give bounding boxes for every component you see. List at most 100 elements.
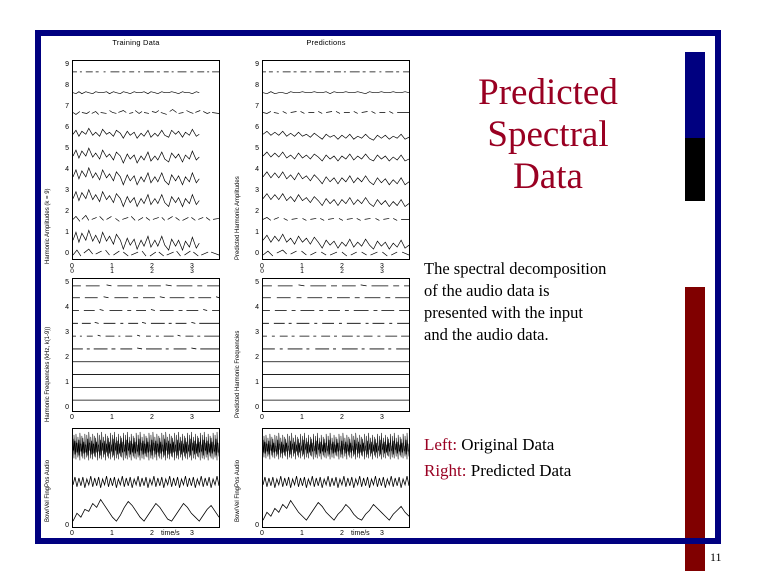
- xtick-audio-right-3: 3: [380, 530, 384, 537]
- ytick-amp-right-5: 5: [255, 145, 259, 152]
- xtick-audio-left-1: 1: [110, 530, 114, 537]
- ytick-amp-right-9: 9: [255, 61, 259, 68]
- ytick-freq-right-3: 3: [255, 329, 259, 336]
- body-line-1: The spectral decomposition: [424, 259, 607, 278]
- ytick-amp-right-6: 6: [255, 124, 259, 131]
- ytick-audio-left-0: 0: [65, 522, 69, 529]
- ytick-freq-right-4: 4: [255, 304, 259, 311]
- ylabel-predicted-harmonic-amplitudes: Predicted Harmonic Amplitudes: [235, 176, 241, 260]
- xtick-amp-left-3: 3: [190, 263, 194, 270]
- figure-legend: Left: Original Data Right: Predicted Dat…: [424, 432, 682, 485]
- ytick-freq-right-2: 2: [255, 354, 259, 361]
- body-line-3: presented with the input: [424, 303, 584, 323]
- ytick-freq-left-4: 4: [65, 304, 69, 311]
- xtick-freqtop-right-1: 1: [300, 268, 304, 275]
- xtick-freqtop-right-3: 3: [380, 268, 384, 275]
- axes-harmonic-amplitudes-training: [72, 60, 220, 260]
- xtick-freq-left-2: 2: [150, 414, 154, 421]
- axes-harmonic-frequencies-predicted: [262, 278, 410, 412]
- xtick-audio-right-0: 0: [260, 530, 264, 537]
- ytick-amp-left-8: 8: [65, 82, 69, 89]
- xtick-amp-left-2: 2: [150, 263, 154, 270]
- xtick-audio-left-3: 3: [190, 530, 194, 537]
- xtick-freqtop-right-0: 0: [260, 268, 264, 275]
- ytick-amp-left-7: 7: [65, 103, 69, 110]
- xtick-audio-right-2: 2: [340, 530, 344, 537]
- xtick-freqtop-right-2: 2: [340, 268, 344, 275]
- xtick-freq-right-2: 2: [340, 414, 344, 421]
- legend-value-left: Original Data: [461, 435, 555, 454]
- xtick-amp-right-2: 2: [340, 263, 344, 270]
- ytick-amp-right-8: 8: [255, 82, 259, 89]
- ytick-amp-right-4: 4: [255, 166, 259, 173]
- xtick-freqtop-left-3: 3: [190, 268, 194, 275]
- ytick-amp-right-1: 1: [255, 229, 259, 236]
- slide-title-line-3: Data: [513, 156, 583, 198]
- ytick-amp-left-1: 1: [65, 229, 69, 236]
- xtick-audio-left-0: 0: [70, 530, 74, 537]
- legend-key-right: Right:: [424, 461, 467, 481]
- legend-row-right: Right: Predicted Data: [424, 458, 682, 484]
- xtick-freq-left-0: 0: [70, 414, 74, 421]
- xtick-freqtop-left-2: 2: [150, 268, 154, 275]
- ylabel-predicted-harmonic-frequencies: Predicted Harmonic Frequencies: [235, 330, 241, 418]
- xtick-amp-right-1: 1: [300, 263, 304, 270]
- ytick-amp-left-2: 2: [65, 208, 69, 215]
- xtick-freq-left-3: 3: [190, 414, 194, 421]
- ytick-amp-left-3: 3: [65, 187, 69, 194]
- ytick-freq-left-1: 1: [65, 379, 69, 386]
- ylabel-bow-fingpos-audio: Bow/Vel FingPos Audio: [45, 459, 51, 522]
- axes-harmonic-frequencies-training: [72, 278, 220, 412]
- ytick-amp-left-4: 4: [65, 166, 69, 173]
- ytick-freq-right-5: 5: [255, 279, 259, 286]
- legend-row-left: Left: Original Data: [424, 432, 682, 458]
- xtick-freq-right-3: 3: [380, 414, 384, 421]
- ytick-freq-right-1: 1: [255, 379, 259, 386]
- xtick-amp-left-1: 1: [110, 263, 114, 270]
- figure-column-predictions: Predictions Predicted Harmonic Amplitude…: [231, 36, 421, 538]
- ytick-amp-left-5: 5: [65, 145, 69, 152]
- xtick-freqtop-left-1: 1: [110, 268, 114, 275]
- legend-value-right: Predicted Data: [470, 461, 572, 481]
- ytick-freq-left-2: 2: [65, 354, 69, 361]
- ytick-amp-right-3: 3: [255, 187, 259, 194]
- spectral-figure: Training Data Harmonic Amplitudes (k = 9…: [41, 36, 421, 538]
- ytick-amp-right-0: 0: [255, 250, 259, 257]
- ytick-amp-right-7: 7: [255, 103, 259, 110]
- xtick-freqtop-left-0: 0: [70, 268, 74, 275]
- xaxis-label-time-right: time/s: [351, 530, 370, 537]
- decorative-bar-blue: [685, 52, 705, 138]
- xtick-audio-right-1: 1: [300, 530, 304, 537]
- decorative-bar-red: [685, 287, 705, 571]
- legend-key-left: Left:: [424, 435, 458, 454]
- page-number: 11: [710, 550, 722, 564]
- figure-column-training: Training Data Harmonic Amplitudes (k = 9…: [41, 36, 231, 538]
- body-line-2: of the audio data is: [424, 281, 550, 301]
- xaxis-label-time-left: time/s: [161, 530, 180, 537]
- slide-body-text: The spectral decomposition of the audio …: [424, 258, 682, 346]
- ytick-freq-left-5: 5: [65, 279, 69, 286]
- ylabel-harmonic-frequencies: Harmonic Frequencies (kHz, k(1-9)): [45, 326, 51, 422]
- ylabel-bow-fingpos-audio-predicted: Bow/Vel FingPos Audio: [235, 459, 241, 522]
- ytick-freq-right-0: 0: [255, 404, 259, 411]
- axes-audio-predicted: [262, 428, 410, 528]
- axes-harmonic-amplitudes-predicted: [262, 60, 410, 260]
- slide-title: Predicted Spectral Data: [424, 72, 672, 199]
- ytick-amp-left-9: 9: [65, 61, 69, 68]
- ytick-audio-right-0: 0: [255, 522, 259, 529]
- body-line-4: and the audio data.: [424, 325, 549, 345]
- ytick-freq-left-0: 0: [65, 404, 69, 411]
- slide-title-line-2: Spectral: [487, 114, 609, 156]
- decorative-bar-black: [685, 138, 705, 201]
- xtick-freq-left-1: 1: [110, 414, 114, 421]
- xtick-freq-right-0: 0: [260, 414, 264, 421]
- xtick-amp-right-0: 0: [260, 263, 264, 270]
- ytick-amp-right-2: 2: [255, 208, 259, 215]
- ylabel-harmonic-amplitudes: Harmonic Amplitudes (k = 9): [45, 188, 51, 264]
- xtick-amp-right-3: 3: [380, 263, 384, 270]
- xtick-freq-right-1: 1: [300, 414, 304, 421]
- ytick-amp-left-0: 0: [65, 250, 69, 257]
- panel-title-predictions: Predictions: [306, 38, 346, 47]
- panel-title-training-data: Training Data: [112, 38, 160, 47]
